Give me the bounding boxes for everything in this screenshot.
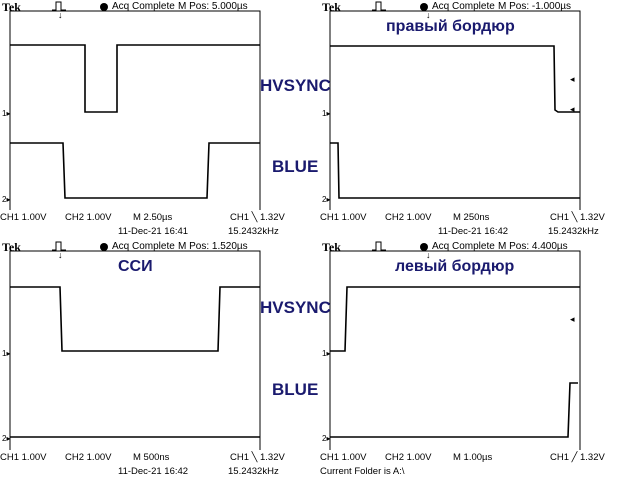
- screen-border: [329, 250, 581, 450]
- current-folder: Current Folder is A:\: [320, 466, 405, 477]
- frequency: 15.2432kHz: [228, 466, 279, 477]
- date-time: 11-Dec-21 16:42: [438, 226, 509, 237]
- ch2-trace: [330, 142, 580, 199]
- ch1-ground-marker: 1▸: [2, 109, 10, 118]
- timebase: M 500ns: [133, 452, 170, 463]
- trigger-pos-arrow: ↓: [426, 10, 431, 20]
- trigger-pos-arrow: ↓: [426, 250, 431, 260]
- ch1-scale: CH1 1.00V: [0, 452, 47, 463]
- timebase: M 1.00µs: [453, 452, 493, 463]
- date-time: 11-Dec-21 16:41: [118, 226, 189, 237]
- date-time: 11-Dec-21 16:42: [118, 466, 189, 477]
- label-hvsync-top: HVSYNC: [260, 76, 331, 95]
- timebase: M 250ns: [453, 212, 490, 223]
- ch1-ground-marker: 1▸: [2, 349, 10, 358]
- trigger-pulse-icon: [52, 1, 66, 11]
- screen-border: [329, 10, 581, 210]
- trigger-pos-arrow: ↓: [58, 250, 63, 260]
- m-pos: M Pos: 1.520µs: [178, 241, 248, 252]
- brand-logo: Tek: [2, 240, 21, 254]
- trigger-level: CH1 ╲ 1.32V: [230, 452, 285, 463]
- ch2-ground-marker: 2▸: [322, 195, 330, 204]
- ch1-trace: [10, 44, 260, 113]
- brand-logo: Tek: [2, 0, 21, 14]
- caption-left-border: левый бордюр: [395, 258, 515, 275]
- ch1-scale: CH1 1.00V: [0, 212, 47, 223]
- waveform-screen-2: 1▸ 2▸ ◂ ◂ ↓: [322, 10, 581, 210]
- acq-dot-icon: [100, 3, 108, 11]
- ch1-offset-marker: ◂: [570, 104, 575, 114]
- timebase: M 2.50µs: [133, 212, 173, 223]
- scope-panel-4: 1▸ 2▸ ◂ ↓ Tek Acq Complete M Pos: 4.400µ…: [320, 240, 636, 480]
- ch2-scale: CH2 1.00V: [65, 212, 112, 223]
- ch2-scale: CH2 1.00V: [385, 452, 432, 463]
- ch1-scale: CH1 1.00V: [320, 452, 367, 463]
- scope-panel-1: 1▸ 2▸ ↓ Tek Acq Complete M Pos: 5.000µs …: [0, 0, 316, 240]
- acq-dot-icon: [420, 3, 428, 11]
- trigger-pulse-icon: [372, 241, 386, 251]
- waveform-screen-1: 1▸ 2▸ ↓: [2, 10, 261, 210]
- screen-border: [9, 10, 261, 210]
- label-hvsync-bottom: HVSYNC: [260, 298, 331, 317]
- frequency: 15.2432kHz: [228, 226, 279, 237]
- acq-status: Acq Complete: [112, 1, 175, 12]
- trigger-level: CH1 ╲ 1.32V: [550, 212, 605, 223]
- trigger-level-marker: ◂: [570, 74, 575, 84]
- ch2-ground-marker: 2▸: [322, 434, 330, 443]
- caption-ssi: ССИ: [118, 258, 153, 275]
- frequency: 15.2432kHz: [548, 226, 599, 237]
- ch1-ground-marker: 1▸: [322, 109, 330, 118]
- ch1-trace: [330, 286, 580, 352]
- waveform-screen-3: 1▸ 2▸ ↓: [2, 250, 261, 450]
- trigger-level-marker: ◂: [570, 314, 575, 324]
- ch2-trace: [10, 142, 260, 199]
- brand-logo: Tek: [322, 0, 341, 14]
- scope-panel-3: 1▸ 2▸ ↓ Tek Acq Complete M Pos: 1.520µs …: [0, 240, 316, 480]
- ch1-scale: CH1 1.00V: [320, 212, 367, 223]
- scope-panel-2: 1▸ 2▸ ◂ ◂ ↓ Tek Acq Complete M Pos: -1.0…: [320, 0, 636, 240]
- ch1-trace: [10, 286, 260, 352]
- acq-status: Acq Complete: [432, 241, 495, 252]
- m-pos: M Pos: 4.400µs: [498, 241, 568, 252]
- caption-right-border: правый бордюр: [386, 18, 515, 35]
- ch2-scale: CH2 1.00V: [385, 212, 432, 223]
- trigger-level: CH1 ╲ 1.32V: [230, 212, 285, 223]
- m-pos: M Pos: 5.000µs: [178, 1, 248, 12]
- label-blue-top: BLUE: [272, 157, 319, 176]
- label-blue-bottom: BLUE: [272, 380, 319, 399]
- trigger-pulse-icon: [52, 241, 66, 251]
- waveform-screen-4: 1▸ 2▸ ◂ ↓: [322, 250, 581, 450]
- m-pos: M Pos: -1.000µs: [498, 1, 572, 12]
- ch1-ground-marker: 1▸: [322, 349, 330, 358]
- brand-logo: Tek: [322, 240, 341, 254]
- acq-status: Acq Complete: [112, 241, 175, 252]
- acq-status: Acq Complete: [432, 1, 495, 12]
- acq-dot-icon: [420, 243, 428, 251]
- ch2-ground-marker: 2▸: [2, 434, 10, 443]
- ch1-trace: [330, 45, 580, 113]
- trigger-level: CH1 ╱ 1.32V: [550, 452, 605, 463]
- acq-dot-icon: [100, 243, 108, 251]
- trigger-pos-arrow: ↓: [58, 10, 63, 20]
- ch2-trace: [330, 382, 578, 438]
- screen-border: [9, 250, 261, 450]
- ch2-ground-marker: 2▸: [2, 195, 10, 204]
- trigger-pulse-icon: [372, 1, 386, 11]
- ch2-scale: CH2 1.00V: [65, 452, 112, 463]
